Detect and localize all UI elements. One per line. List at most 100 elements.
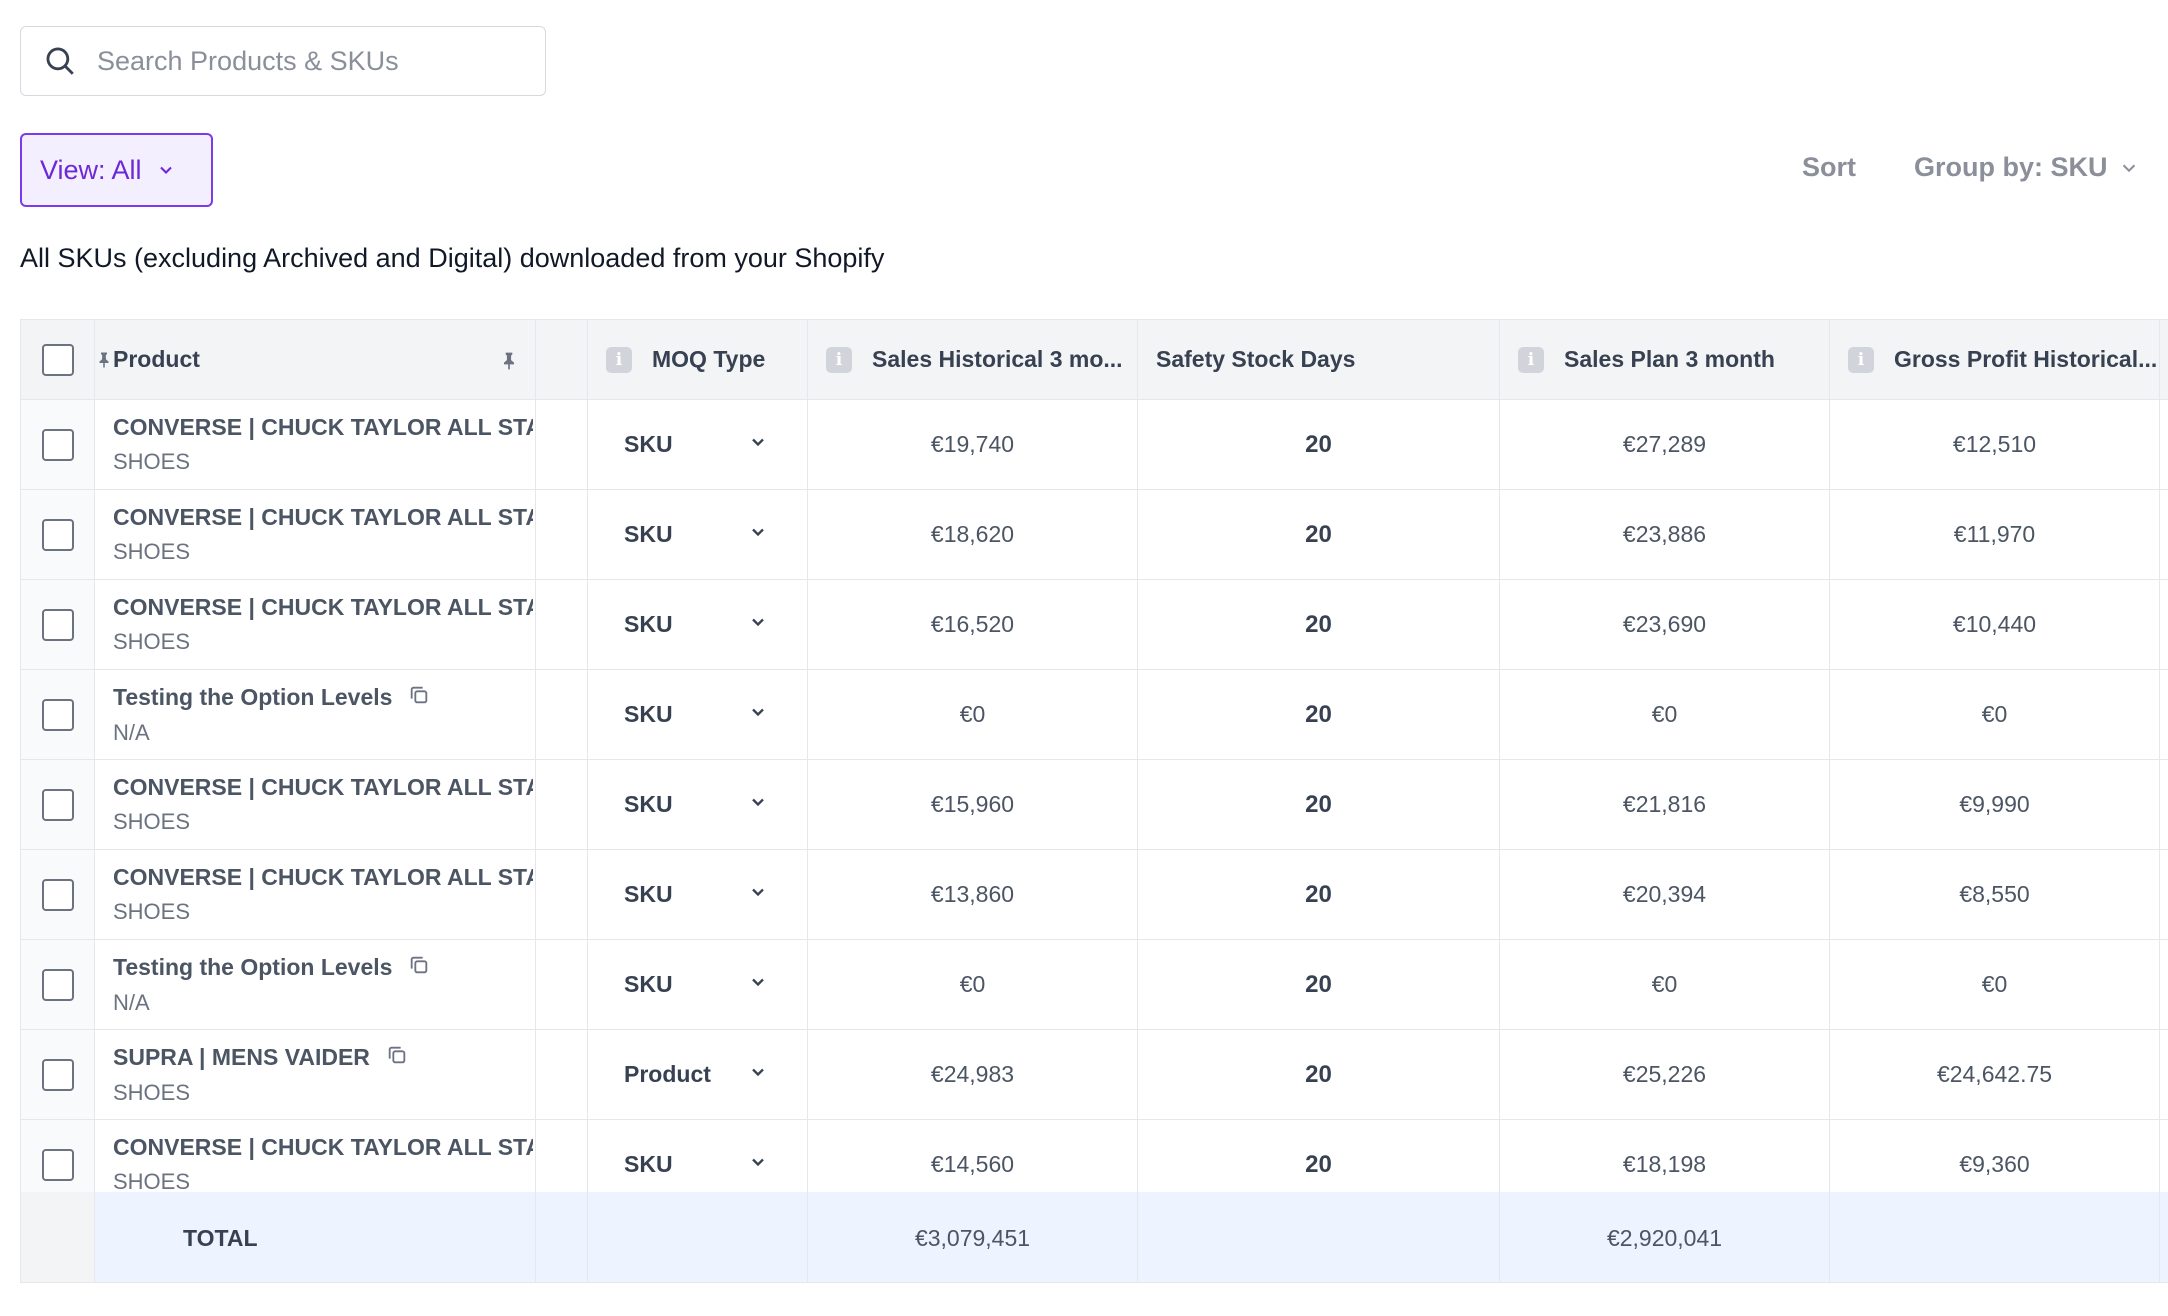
column-header-sales-historical[interactable]: i Sales Historical 3 mo...	[808, 320, 1138, 399]
moq-type-select[interactable]: SKU	[588, 400, 808, 489]
product-cell[interactable]: Testing the Option Levels N/A	[95, 670, 536, 759]
table-row[interactable]: CONVERSE | CHUCK TAYLOR ALL STA SHOES SKU €…	[21, 850, 2168, 940]
chevron-down-icon	[748, 881, 768, 908]
copy-icon[interactable]	[408, 954, 430, 982]
info-icon[interactable]: i	[606, 346, 632, 373]
moq-header-label: MOQ Type	[652, 346, 766, 372]
product-cell[interactable]: SUPRA | MENS VAIDER SHOES	[95, 1030, 536, 1119]
pin-icon[interactable]	[95, 350, 113, 370]
row-checkbox[interactable]	[41, 1148, 74, 1181]
product-category: SHOES	[113, 1079, 191, 1105]
search-box[interactable]	[20, 26, 546, 96]
table-row[interactable]: CONVERSE | CHUCK TAYLOR ALL STA SHOES SKU €…	[21, 1120, 2168, 1210]
product-name[interactable]: SUPRA | MENS VAIDER	[113, 1044, 370, 1070]
row-checkbox[interactable]	[41, 698, 74, 731]
info-icon[interactable]: i	[826, 346, 852, 373]
copy-icon[interactable]	[408, 684, 430, 712]
select-all-checkbox[interactable]	[41, 343, 74, 376]
group-by-dropdown[interactable]: Group by: SKU	[1914, 152, 2140, 183]
spacer-cell	[536, 1120, 588, 1209]
product-name[interactable]: CONVERSE | CHUCK TAYLOR ALL STA	[113, 594, 533, 620]
moq-type-select[interactable]: SKU	[588, 850, 808, 939]
safety-stock-cell[interactable]: 20	[1138, 1030, 1500, 1119]
product-name-line: CONVERSE | CHUCK TAYLOR ALL STA	[113, 594, 533, 621]
moq-type-select[interactable]: SKU	[588, 760, 808, 849]
table-row[interactable]: Testing the Option Levels N/A SKU €0 20 €0 €0	[21, 670, 2168, 760]
product-name[interactable]: CONVERSE | CHUCK TAYLOR ALL STA	[113, 864, 533, 890]
safety-stock-cell[interactable]: 20	[1138, 490, 1500, 579]
column-header-sales-plan[interactable]: i Sales Plan 3 month	[1500, 320, 1830, 399]
search-input[interactable]	[95, 44, 529, 78]
moq-type-value: SKU	[624, 1151, 673, 1177]
safety-stock-cell[interactable]: 20	[1138, 850, 1500, 939]
total-row: TOTAL €3,079,451 €2,920,041	[21, 1192, 2168, 1282]
column-header-gross-profit[interactable]: i Gross Profit Historical...	[1830, 320, 2160, 399]
product-name[interactable]: CONVERSE | CHUCK TAYLOR ALL STA	[113, 414, 533, 440]
pin-icon[interactable]	[499, 350, 519, 372]
moq-type-select[interactable]: SKU	[588, 1120, 808, 1209]
column-header-product[interactable]: Product	[95, 320, 536, 399]
row-checkbox[interactable]	[41, 518, 74, 551]
view-dropdown-button[interactable]: View: All	[20, 133, 213, 207]
table-row[interactable]: CONVERSE | CHUCK TAYLOR ALL STA SHOES SKU €…	[21, 760, 2168, 850]
moq-type-select[interactable]: Product	[588, 1030, 808, 1119]
row-checkbox[interactable]	[41, 428, 74, 461]
inventory-table: Product i MOQ Type i Sales Historical 3 …	[20, 319, 2168, 1283]
sales-historical-cell: €14,560	[808, 1120, 1138, 1209]
table-row[interactable]: CONVERSE | CHUCK TAYLOR ALL STA SHOES SKU €…	[21, 400, 2168, 490]
table-row[interactable]: CONVERSE | CHUCK TAYLOR ALL STA SHOES SKU €…	[21, 580, 2168, 670]
safety-stock-cell[interactable]: 20	[1138, 940, 1500, 1029]
product-cell[interactable]: CONVERSE | CHUCK TAYLOR ALL STA SHOES	[95, 1120, 536, 1209]
safety-stock-cell[interactable]: 20	[1138, 1120, 1500, 1209]
row-checkbox-cell	[21, 670, 95, 759]
safety-stock-cell[interactable]: 20	[1138, 760, 1500, 849]
column-header-overflow	[2160, 320, 2168, 399]
product-name[interactable]: Testing the Option Levels	[113, 954, 393, 980]
row-checkbox-cell	[21, 400, 95, 489]
product-name-line: CONVERSE | CHUCK TAYLOR ALL STA	[113, 414, 533, 441]
product-cell[interactable]: CONVERSE | CHUCK TAYLOR ALL STA SHOES	[95, 580, 536, 669]
product-cell[interactable]: CONVERSE | CHUCK TAYLOR ALL STA SHOES	[95, 490, 536, 579]
copy-icon[interactable]	[386, 1044, 408, 1072]
table-row[interactable]: SUPRA | MENS VAIDER SHOES Product €24,983 20…	[21, 1030, 2168, 1120]
row-checkbox[interactable]	[41, 788, 74, 821]
moq-type-select[interactable]: SKU	[588, 580, 808, 669]
product-name-line: CONVERSE | CHUCK TAYLOR ALL STA	[113, 504, 533, 531]
row-checkbox[interactable]	[41, 878, 74, 911]
product-cell[interactable]: CONVERSE | CHUCK TAYLOR ALL STA SHOES	[95, 400, 536, 489]
info-icon[interactable]: i	[1518, 346, 1544, 373]
product-name-line: SUPRA | MENS VAIDER	[113, 1044, 533, 1072]
product-name[interactable]: CONVERSE | CHUCK TAYLOR ALL STA	[113, 504, 533, 530]
info-icon[interactable]: i	[1848, 346, 1874, 373]
sales-plan-cell: €21,816	[1500, 760, 1830, 849]
row-checkbox[interactable]	[41, 1058, 74, 1091]
gross-profit-cell: €0	[1830, 940, 2160, 1029]
safety-stock-cell[interactable]: 20	[1138, 400, 1500, 489]
safety-stock-cell[interactable]: 20	[1138, 580, 1500, 669]
moq-type-select[interactable]: SKU	[588, 490, 808, 579]
product-name[interactable]: Testing the Option Levels	[113, 684, 393, 710]
product-cell[interactable]: CONVERSE | CHUCK TAYLOR ALL STA SHOES	[95, 850, 536, 939]
table-row[interactable]: Testing the Option Levels N/A SKU €0 20 €0 €0	[21, 940, 2168, 1030]
table-row[interactable]: CONVERSE | CHUCK TAYLOR ALL STA SHOES SKU €…	[21, 490, 2168, 580]
product-name-line: CONVERSE | CHUCK TAYLOR ALL STA	[113, 864, 533, 891]
gross-profit-cell: €24,642.75	[1830, 1030, 2160, 1119]
sort-button[interactable]: Sort	[1802, 152, 1856, 182]
gross-profit-cell: €10,440	[1830, 580, 2160, 669]
column-header-moq-type[interactable]: i MOQ Type	[588, 320, 808, 399]
chevron-down-icon	[748, 611, 768, 638]
gross-profit-cell: €9,990	[1830, 760, 2160, 849]
product-cell[interactable]: CONVERSE | CHUCK TAYLOR ALL STA SHOES	[95, 760, 536, 849]
moq-type-select[interactable]: SKU	[588, 940, 808, 1029]
column-header-safety-stock[interactable]: Safety Stock Days	[1138, 320, 1500, 399]
product-name[interactable]: CONVERSE | CHUCK TAYLOR ALL STA	[113, 1134, 533, 1160]
product-cell[interactable]: Testing the Option Levels N/A	[95, 940, 536, 1029]
product-name[interactable]: CONVERSE | CHUCK TAYLOR ALL STA	[113, 774, 533, 800]
moq-type-select[interactable]: SKU	[588, 670, 808, 759]
safety-stock-cell[interactable]: 20	[1138, 670, 1500, 759]
spacer-cell	[536, 1030, 588, 1119]
spacer-cell	[536, 940, 588, 1029]
row-checkbox[interactable]	[41, 608, 74, 641]
row-checkbox[interactable]	[41, 968, 74, 1001]
overflow-cell	[2160, 580, 2168, 669]
